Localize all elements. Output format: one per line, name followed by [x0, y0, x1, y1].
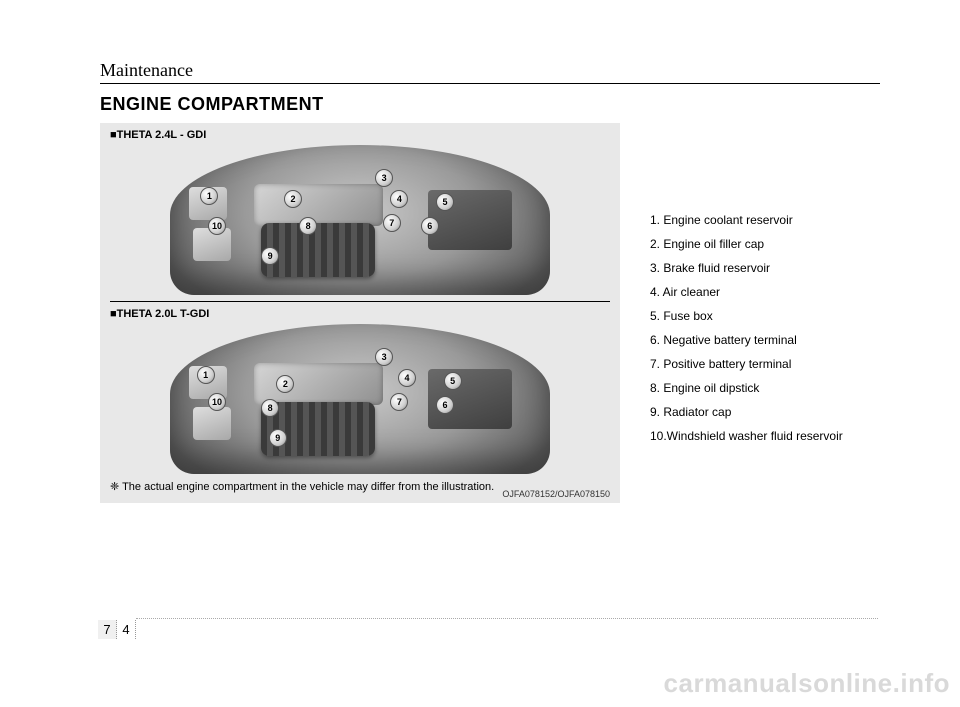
legend-item: 6. Negative battery terminal	[650, 328, 890, 352]
engine-cover-shape	[254, 184, 383, 226]
reservoir-shape	[193, 407, 231, 440]
page-number-page: 4	[117, 620, 136, 639]
callout-marker: 10	[208, 217, 226, 235]
legend-item: 7. Positive battery terminal	[650, 352, 890, 376]
figure-divider	[110, 301, 610, 302]
legend-item: 10.Windshield washer fluid reservoir	[650, 424, 890, 448]
legend-item: 1. Engine coolant reservoir	[650, 208, 890, 232]
legend-item: 5. Fuse box	[650, 304, 890, 328]
callout-marker: 9	[269, 429, 287, 447]
watermark: carmanualsonline.info	[664, 668, 950, 699]
figure-image-code: OJFA078152/OJFA078150	[502, 489, 610, 499]
callout-marker: 10	[208, 393, 226, 411]
engine-illustration-top: 12345678910	[170, 145, 550, 295]
page-footer-rule	[136, 618, 878, 619]
legend-item: 9. Radiator cap	[650, 400, 890, 424]
figure-block: ■THETA 2.4L - GDI 12345678910 ■THETA 2.0…	[100, 123, 620, 503]
callout-marker: 7	[383, 214, 401, 232]
callout-marker: 4	[398, 369, 416, 387]
chapter-title: Maintenance	[100, 60, 880, 84]
callout-marker: 2	[284, 190, 302, 208]
engine-illustration-bottom: 12345678910	[170, 324, 550, 474]
page-number-chapter: 7	[98, 620, 117, 639]
callout-marker: 6	[421, 217, 439, 235]
callout-marker: 1	[197, 366, 215, 384]
callout-marker: 5	[444, 372, 462, 390]
legend-item: 8. Engine oil dipstick	[650, 376, 890, 400]
figure-label-top: ■THETA 2.4L - GDI	[110, 129, 610, 141]
section-title: ENGINE COMPARTMENT	[100, 94, 880, 115]
legend-item: 4. Air cleaner	[650, 280, 890, 304]
callout-marker: 5	[436, 193, 454, 211]
page-number: 74	[98, 620, 136, 639]
callout-marker: 6	[436, 396, 454, 414]
legend-item: 2. Engine oil filler cap	[650, 232, 890, 256]
legend-item: 3. Brake fluid reservoir	[650, 256, 890, 280]
figure-label-bottom: ■THETA 2.0L T-GDI	[110, 308, 610, 320]
parts-legend: 1. Engine coolant reservoir2. Engine oil…	[650, 208, 890, 448]
intake-manifold-shape	[261, 223, 375, 277]
